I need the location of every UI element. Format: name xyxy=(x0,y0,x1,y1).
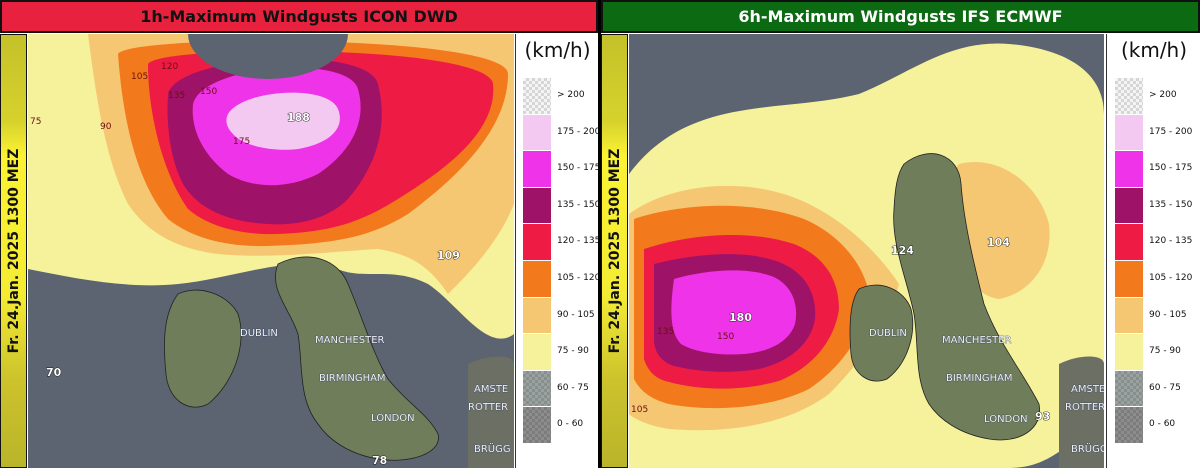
max-value: 93 xyxy=(1035,410,1050,423)
legend-scale: > 200 175 - 200 150 - 175 135 - 150 120 … xyxy=(523,78,598,444)
city-label: DUBLIN xyxy=(240,328,278,339)
legend-scale: > 200 175 - 200 150 - 175 135 - 150 120 … xyxy=(1115,78,1192,444)
contour-label: 175 xyxy=(233,137,250,147)
legend: (km/h) > 200 175 - 200 150 - 175 135 - 1… xyxy=(515,34,598,468)
legend-unit: (km/h) xyxy=(524,38,591,62)
contour-label: 150 xyxy=(717,332,734,342)
contour-label: 150 xyxy=(200,87,217,97)
map-svg: DUBLIN MANCHESTER BIRMINGHAM LONDON AMST… xyxy=(629,34,1104,468)
city-label: MANCHESTER xyxy=(315,335,385,346)
legend-swatch: 60 - 75 xyxy=(1115,370,1181,408)
legend-swatch: 150 - 175 xyxy=(1115,151,1192,188)
legend-swatch: 75 - 90 xyxy=(1115,334,1181,371)
legend: (km/h) > 200 175 - 200 150 - 175 135 - 1… xyxy=(1106,34,1200,468)
legend-swatch: 175 - 200 xyxy=(523,114,598,152)
legend-label: 105 - 120 xyxy=(1149,272,1193,283)
legend-label: 75 - 90 xyxy=(1149,346,1181,357)
max-value: 188 xyxy=(287,111,310,124)
max-value: 109 xyxy=(437,249,460,262)
city-label: BIRMINGHAM xyxy=(319,373,386,384)
legend-swatch: 60 - 75 xyxy=(523,370,589,408)
forecast-date: Fr. 24.Jan. 2025 1300 MEZ xyxy=(5,148,22,354)
city-label: AMSTE xyxy=(1071,384,1104,395)
legend-swatch: 90 - 105 xyxy=(1115,297,1187,335)
legend-swatch: 150 - 175 xyxy=(523,151,598,188)
panel-icon: 1h-Maximum Windgusts ICON DWD Fr. 24.Jan… xyxy=(0,0,598,468)
wind-map[interactable]: DUBLIN MANCHESTER BIRMINGHAM LONDON AMST… xyxy=(28,34,514,468)
max-value: 124 xyxy=(891,244,914,257)
contour-label: 120 xyxy=(161,62,178,72)
legend-label: > 200 xyxy=(1149,90,1177,100)
contour-label: 105 xyxy=(631,405,648,415)
legend-swatch: 75 - 90 xyxy=(523,334,589,371)
legend-unit: (km/h) xyxy=(1120,38,1188,62)
legend-swatch: 90 - 105 xyxy=(523,297,595,335)
max-value: 70 xyxy=(46,366,62,379)
legend-label: 150 - 175 xyxy=(557,163,598,174)
legend-swatch: 120 - 135 xyxy=(523,224,598,261)
city-label: DUBLIN xyxy=(869,328,907,339)
legend-swatch: 120 - 135 xyxy=(1115,224,1192,261)
city-label: ROTTER xyxy=(1065,402,1104,413)
legend-label: 175 - 200 xyxy=(1149,126,1193,137)
panel-title: 1h-Maximum Windgusts ICON DWD xyxy=(0,0,598,33)
city-label: AMSTE xyxy=(474,384,508,395)
city-label: LONDON xyxy=(371,413,415,424)
legend-label: 60 - 75 xyxy=(1149,382,1181,393)
panel-title: 6h-Maximum Windgusts IFS ECMWF xyxy=(601,0,1200,33)
legend-swatch: 175 - 200 xyxy=(1115,114,1192,152)
city-label: BRÜGG xyxy=(474,442,511,455)
legend-label: > 200 xyxy=(557,90,585,100)
legend-swatch: > 200 xyxy=(1115,78,1177,115)
legend-label: 135 - 150 xyxy=(557,199,598,210)
legend-swatch: 105 - 120 xyxy=(1115,260,1192,298)
forecast-date: Fr. 24.Jan. 2025 1300 MEZ xyxy=(606,148,623,354)
city-label: ROTTER xyxy=(468,402,508,413)
city-label: MANCHESTER xyxy=(942,335,1012,346)
contour-label: 105 xyxy=(131,72,148,82)
contour-label: 75 xyxy=(30,117,41,127)
legend-label: 90 - 105 xyxy=(557,309,595,320)
legend-swatch: 0 - 60 xyxy=(1115,407,1175,444)
max-value: 104 xyxy=(987,236,1010,249)
legend-label: 90 - 105 xyxy=(1149,309,1187,320)
legend-swatch: 0 - 60 xyxy=(523,407,583,444)
legend-swatch: > 200 xyxy=(523,78,585,115)
legend-swatch: 135 - 150 xyxy=(523,187,598,225)
contour-label: 135 xyxy=(657,327,674,337)
panel-ifs: 6h-Maximum Windgusts IFS ECMWF Fr. 24.Ja… xyxy=(601,0,1200,468)
legend-label: 0 - 60 xyxy=(1149,419,1176,430)
city-label: BRÜGG xyxy=(1071,442,1104,455)
city-label: LONDON xyxy=(984,414,1028,425)
legend-label: 75 - 90 xyxy=(557,346,589,357)
legend-label: 0 - 60 xyxy=(557,419,584,430)
legend-label: 105 - 120 xyxy=(557,272,598,283)
date-sidebar: Fr. 24.Jan. 2025 1300 MEZ xyxy=(0,34,27,468)
map-svg: DUBLIN MANCHESTER BIRMINGHAM LONDON AMST… xyxy=(28,34,514,468)
legend-swatch: 105 - 120 xyxy=(523,260,598,298)
max-value: 180 xyxy=(729,311,752,324)
legend-label: 175 - 200 xyxy=(557,126,598,137)
date-sidebar: Fr. 24.Jan. 2025 1300 MEZ xyxy=(601,34,628,468)
legend-swatch: 135 - 150 xyxy=(1115,187,1192,225)
legend-label: 120 - 135 xyxy=(557,236,598,247)
max-value: 78 xyxy=(372,454,387,467)
legend-label: 135 - 150 xyxy=(1149,199,1193,210)
contour-label: 90 xyxy=(100,122,112,132)
legend-label: 60 - 75 xyxy=(557,382,589,393)
city-label: BIRMINGHAM xyxy=(946,373,1013,384)
contour-label: 135 xyxy=(168,91,185,101)
wind-map[interactable]: DUBLIN MANCHESTER BIRMINGHAM LONDON AMST… xyxy=(629,34,1104,468)
legend-label: 150 - 175 xyxy=(1149,163,1193,174)
legend-label: 120 - 135 xyxy=(1149,236,1193,247)
